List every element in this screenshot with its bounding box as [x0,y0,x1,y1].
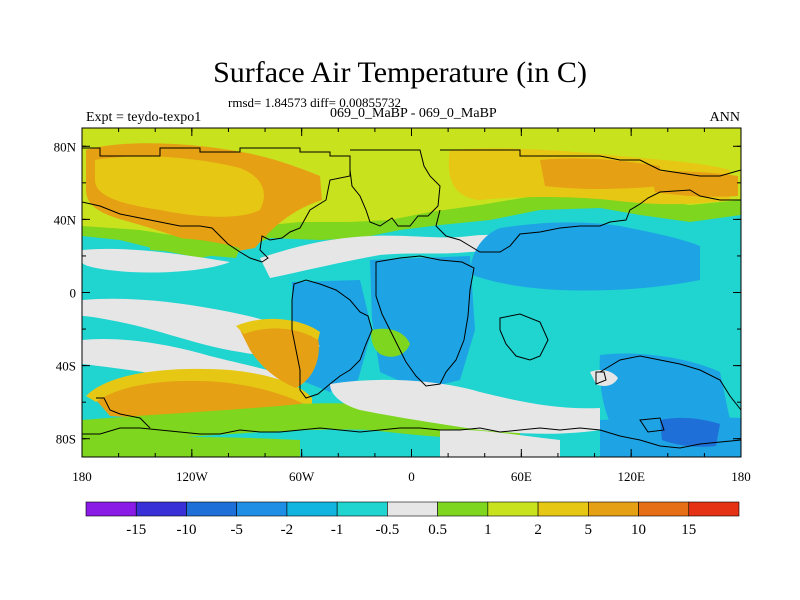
y-tick-label: 40N [54,212,77,227]
colorbar-box [387,501,438,517]
colorbar-label: 0.5 [428,522,447,538]
field-white-southern-ocean [330,379,600,434]
colorbar-label: 1 [484,522,492,538]
colorbar-label: -5 [230,522,243,538]
colorbar [85,501,740,517]
colorbar-box [336,501,388,517]
field-white-antarctic [440,429,560,457]
y-tick-label: 0 [70,286,77,301]
coastlines [82,147,741,449]
coast-india [499,313,549,361]
colorbar-box [588,501,639,517]
colorbar-box [688,501,740,517]
coast-antarctica-peninsula [96,397,151,429]
x-tick-label: 120E [617,469,645,484]
coast-asia [435,149,741,253]
coast-north-america [82,147,351,263]
colorbar-label: -15 [126,522,146,538]
colorbar-label: -2 [281,522,294,538]
colorbar-box [85,501,137,517]
colorbar-label: -1 [331,522,344,538]
field-orange-south-center [240,324,319,388]
colorbar-box [236,501,288,517]
y-tick-label: 80S [56,432,76,447]
colorbar-labels: -15 -10 -5 -2 -1 -0.5 0.5 1 2 5 10 15 [126,522,696,538]
plot-title: Surface Air Temperature (in C) [213,56,587,89]
field-blue-tethys [470,222,700,291]
temperature-field [82,128,741,457]
axis-ticks [81,128,742,457]
field-gold-south [86,368,312,408]
colorbar-box [638,501,690,517]
colorbar-box [437,501,489,517]
experiment-label: Expt = teydo-texpo1 [86,110,202,125]
colorbar-box [487,501,539,517]
coast-south-america [291,279,373,399]
field-nh-orange-east [650,171,738,197]
coast-africa [375,255,475,387]
y-axis-tick-labels: 80N 40N 0 40S 80S [54,139,77,446]
x-tick-label: 120W [176,469,209,484]
stats-line: rmsd= 1.84573 diff= 0.00855732 [228,95,401,110]
field-gold-south-center [236,318,320,340]
field-darkblue-se [660,417,720,447]
y-tick-label: 40S [56,359,76,374]
colorbar-label: 10 [631,522,646,538]
comparison-label: 069_0_MaBP - 069_0_MaBP [330,106,497,121]
x-tick-label: 60E [511,469,532,484]
field-nh-gold-americas [95,156,264,217]
colorbar-box [286,501,338,517]
colorbar-box [135,501,187,517]
field-green-west [150,238,240,258]
coast-greenland-europe [349,149,441,227]
x-tick-label: 180 [731,469,751,484]
field-white-se-spot [590,370,618,386]
x-axis-tick-labels: 180 120W 60W 0 60E 120E 180 [72,469,751,484]
field-green-bottom [82,437,300,457]
colorbar-label: 15 [681,522,696,538]
colorbar-label: 2 [534,522,542,538]
colorbar-box [537,501,589,517]
coast-indian-islands [595,371,665,433]
y-tick-label: 80N [54,139,77,154]
coast-australia-antarctica [82,355,741,449]
colorbar-label: 5 [585,522,593,538]
x-tick-label: 180 [72,469,92,484]
x-tick-label: 60W [289,469,315,484]
colorbar-box [186,501,237,517]
x-tick-label: 0 [408,469,415,484]
colorbar-label: -0.5 [376,522,400,538]
colorbar-label: -10 [176,522,196,538]
field-white-west [82,248,230,273]
field-nh-darkorange-asia [540,158,660,189]
season-label: ANN [709,110,740,125]
field-blue-africa [370,256,475,390]
